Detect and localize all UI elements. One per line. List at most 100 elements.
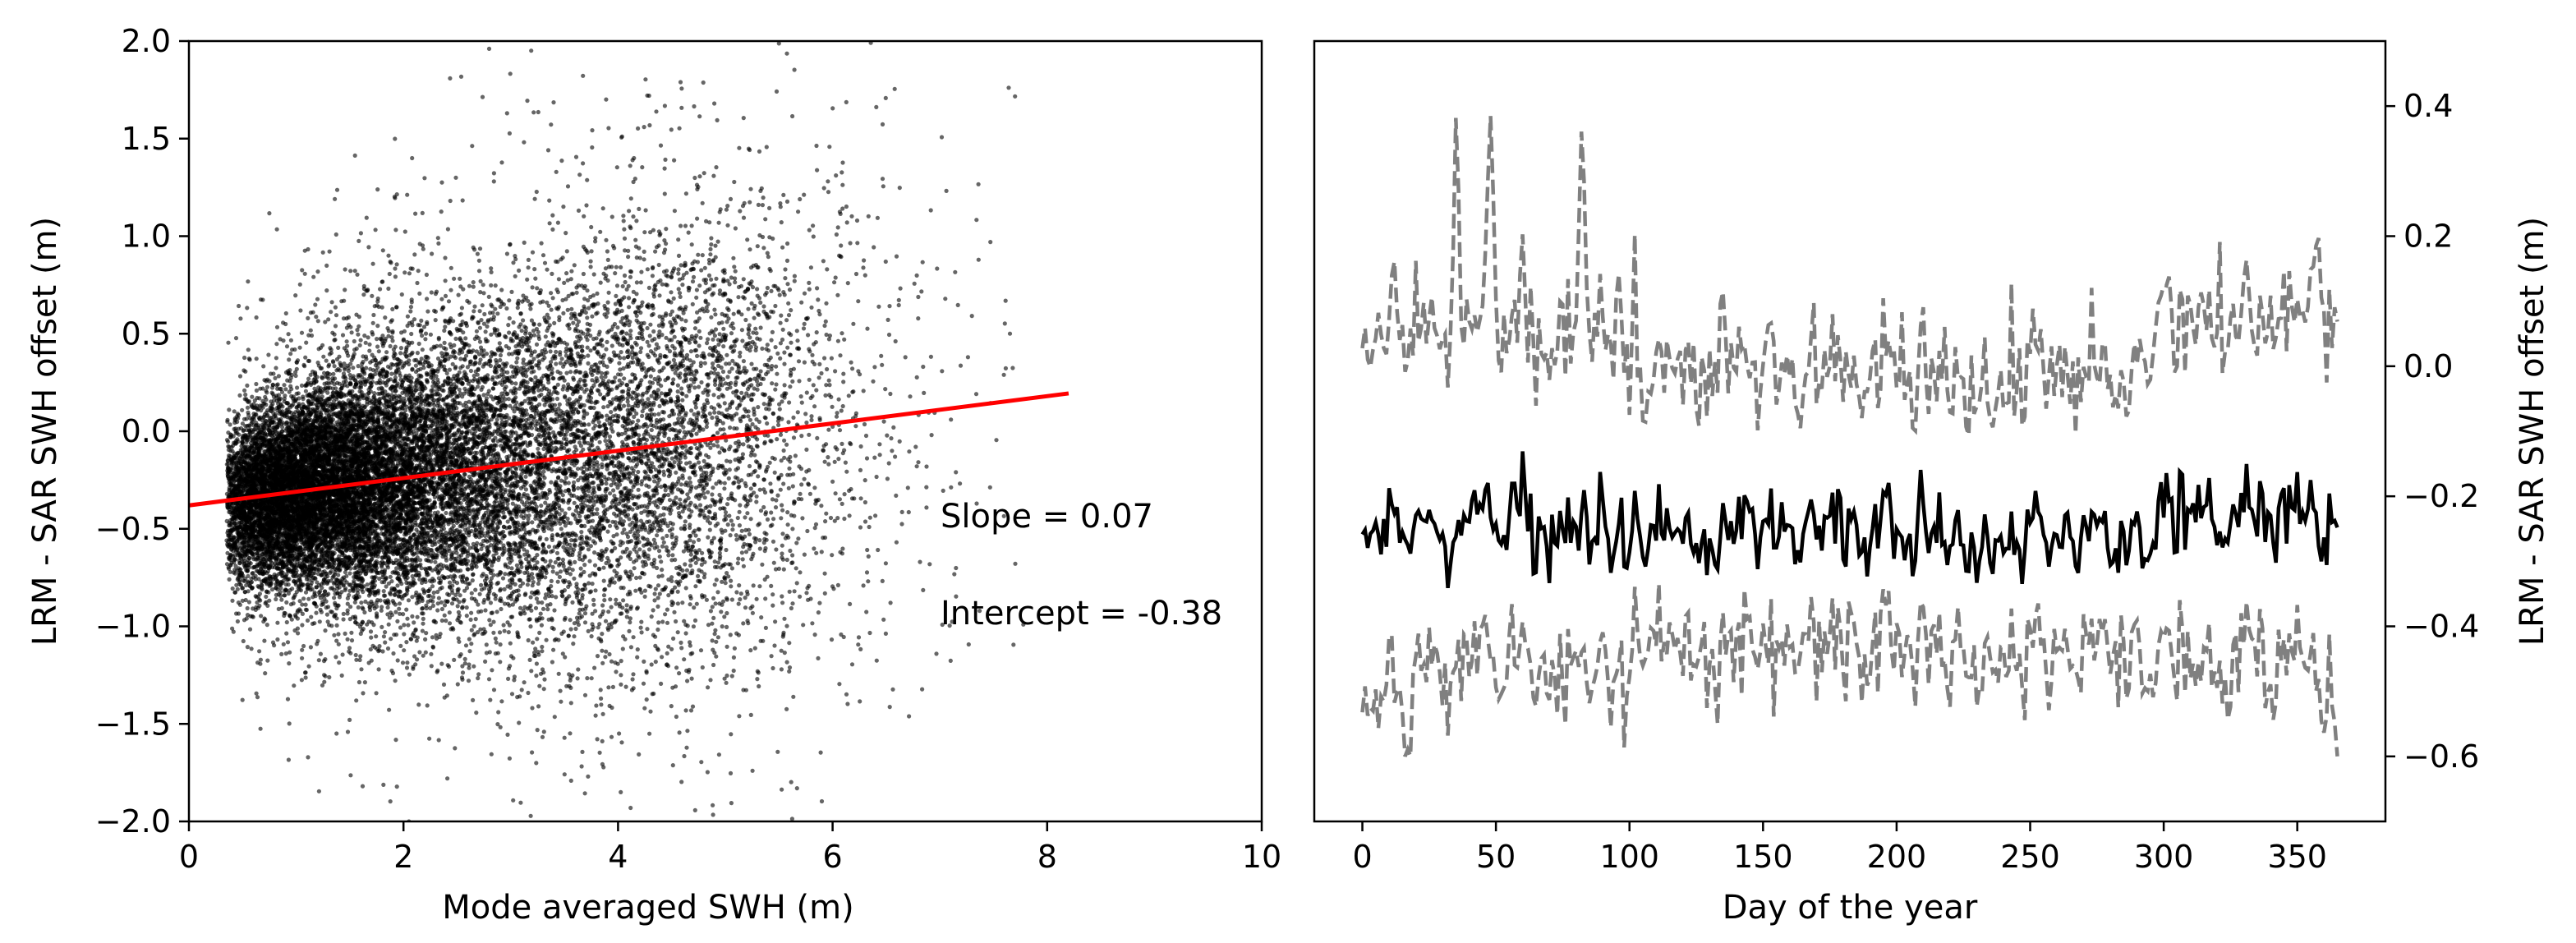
scatter-point [498, 724, 503, 729]
scatter-point [279, 597, 284, 602]
scatter-point [634, 313, 639, 318]
scatter-point [775, 437, 780, 442]
scatter-point [393, 274, 398, 279]
scatter-point [416, 341, 421, 347]
scatter-point [905, 485, 910, 490]
scatter-point [787, 641, 792, 646]
scatter-point [789, 816, 795, 821]
scatter-point [347, 717, 352, 723]
scatter-point [609, 734, 614, 739]
scatter-point [455, 604, 460, 609]
scatter-point [535, 637, 540, 642]
scatter-point [657, 293, 662, 298]
scatter-point [587, 559, 592, 564]
scatter-point [528, 813, 533, 818]
scatter-point [725, 375, 730, 380]
scatter-point [678, 482, 684, 487]
scatter-point [770, 539, 776, 544]
scatter-point [709, 315, 714, 320]
scatter-point [969, 314, 974, 319]
scatter-point [430, 584, 435, 589]
scatter-point [836, 457, 841, 462]
scatter-point [697, 308, 703, 313]
scatter-point [699, 268, 704, 273]
scatter-point [826, 337, 832, 342]
scatter-point [597, 750, 602, 755]
scatter-point [712, 101, 717, 106]
scatter-point [504, 251, 510, 256]
scatter-point [729, 732, 734, 737]
scatter-point [812, 404, 817, 409]
scatter-point [412, 620, 416, 625]
scatter-point [551, 647, 556, 652]
scatter-point [495, 722, 500, 727]
scatter-point [780, 245, 785, 250]
scatter-point [390, 306, 395, 311]
scatter-point [600, 414, 605, 419]
scatter-point [763, 625, 769, 631]
scatter-point [283, 651, 288, 656]
scatter-point [554, 169, 559, 174]
scatter-point [670, 685, 675, 690]
scatter-point [284, 600, 289, 605]
scatter-point [445, 776, 450, 781]
scatter-point [693, 340, 698, 345]
scatter-point [711, 596, 716, 600]
scatter-point [743, 407, 748, 412]
scatter-point [464, 605, 469, 610]
scatter-point [494, 640, 499, 645]
scatter-point [285, 640, 291, 645]
scatter-point [254, 691, 259, 696]
scatter-point [533, 375, 538, 380]
scatter-point [716, 560, 721, 565]
scatter-point [698, 648, 704, 653]
scatter-point [893, 454, 898, 459]
scatter-point [551, 100, 556, 105]
scatter-point [569, 306, 574, 311]
scatter-point [352, 269, 357, 274]
scatter-point [896, 302, 901, 308]
scatter-point [748, 486, 753, 491]
scatter-point [281, 338, 286, 343]
scatter-point [678, 80, 683, 85]
scatter-point [359, 667, 364, 672]
scatter-point [679, 386, 684, 391]
scatter-point [708, 609, 714, 614]
scatter-point [757, 149, 762, 154]
scatter-point [525, 582, 531, 587]
scatter-point [578, 394, 583, 399]
scatter-point [861, 265, 866, 270]
scatter-point [431, 590, 436, 596]
scatter-point [779, 313, 784, 318]
scatter-point [795, 410, 800, 415]
scatter-point [638, 518, 644, 523]
scatter-point [257, 396, 262, 401]
scatter-point [415, 280, 420, 286]
scatter-point [483, 659, 488, 665]
scatter-point [791, 694, 796, 699]
scatter-point [284, 619, 289, 625]
scatter-point [841, 371, 846, 376]
scatter-point [627, 323, 632, 328]
scatter-point [638, 625, 643, 630]
scatter-point [582, 563, 587, 568]
scatter-point [796, 359, 802, 364]
scatter-point [758, 369, 763, 374]
scatter-point [536, 600, 540, 605]
scatter-point [605, 257, 610, 262]
scatter-point [323, 628, 328, 633]
scatter-point [987, 485, 992, 490]
scatter-point [785, 510, 790, 515]
scatter-point [600, 738, 605, 744]
scatter-point [764, 145, 769, 150]
scatter-point [763, 469, 769, 474]
scatter-point [953, 269, 958, 274]
scatter-point [631, 672, 636, 677]
scatter-point [692, 605, 697, 610]
scatter-point [705, 341, 710, 346]
scatter-point [590, 314, 595, 319]
scatter-point [521, 357, 526, 362]
scatter-point [281, 642, 286, 646]
scatter-point [299, 678, 304, 683]
scatter-point [530, 285, 535, 290]
